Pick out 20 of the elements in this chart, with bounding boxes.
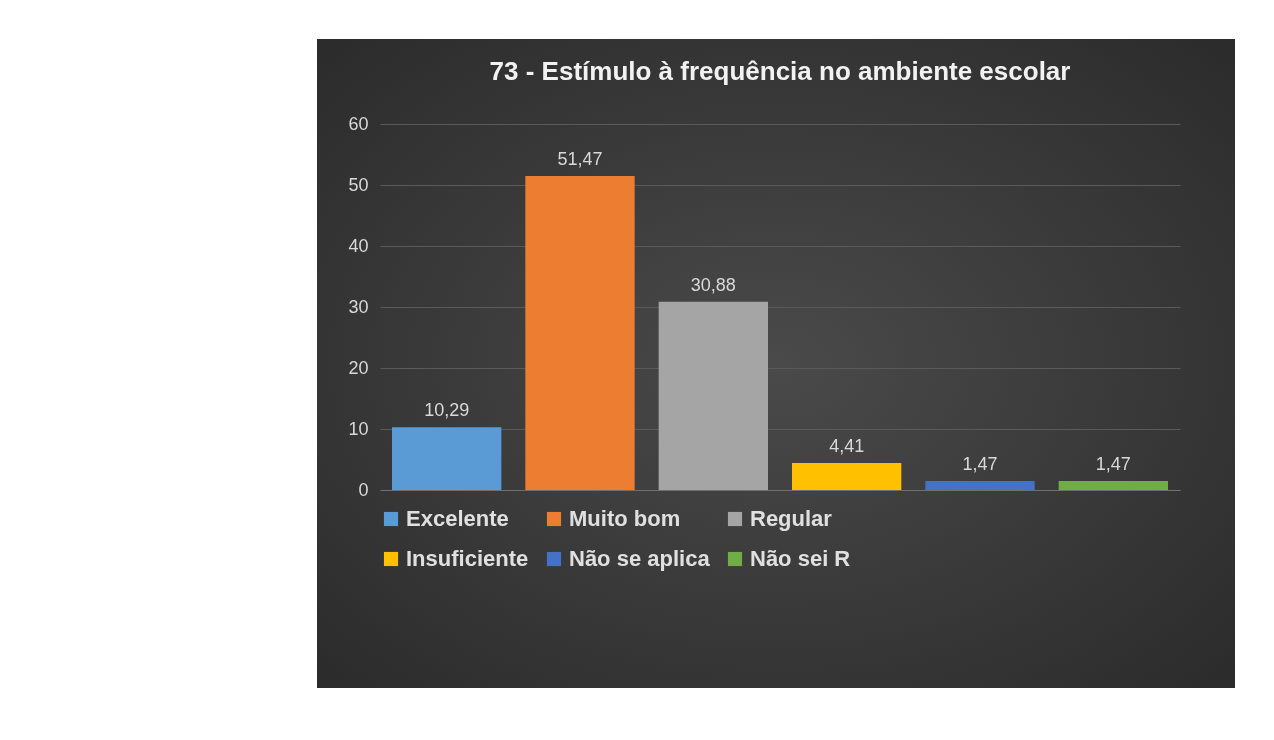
chart-title: 73 - Estímulo à frequência no ambiente escolar (489, 56, 1071, 86)
legend-label: Muito bom (569, 506, 681, 531)
legend-label: Não sei R (750, 546, 851, 571)
legend-label: Insuficiente (406, 546, 529, 571)
y-tick-label: 10 (348, 418, 369, 439)
y-tick-label: 60 (348, 113, 369, 134)
data-label: 10,29 (424, 400, 470, 421)
y-tick-label: 0 (358, 479, 369, 500)
data-label: 30,88 (690, 274, 736, 295)
y-tick-label: 20 (348, 357, 369, 378)
data-label: 1,47 (962, 454, 998, 475)
y-tick-label: 40 (348, 235, 369, 256)
legend-label: Excelente (406, 506, 509, 531)
y-tick-label: 50 (348, 174, 369, 195)
data-label: 4,41 (829, 436, 865, 457)
data-label: 1,47 (1095, 454, 1131, 475)
legend-label: Não se aplica (569, 546, 711, 571)
y-tick-label: 30 (348, 296, 369, 317)
legend-label: Regular (750, 506, 833, 531)
data-label: 51,47 (557, 149, 603, 170)
